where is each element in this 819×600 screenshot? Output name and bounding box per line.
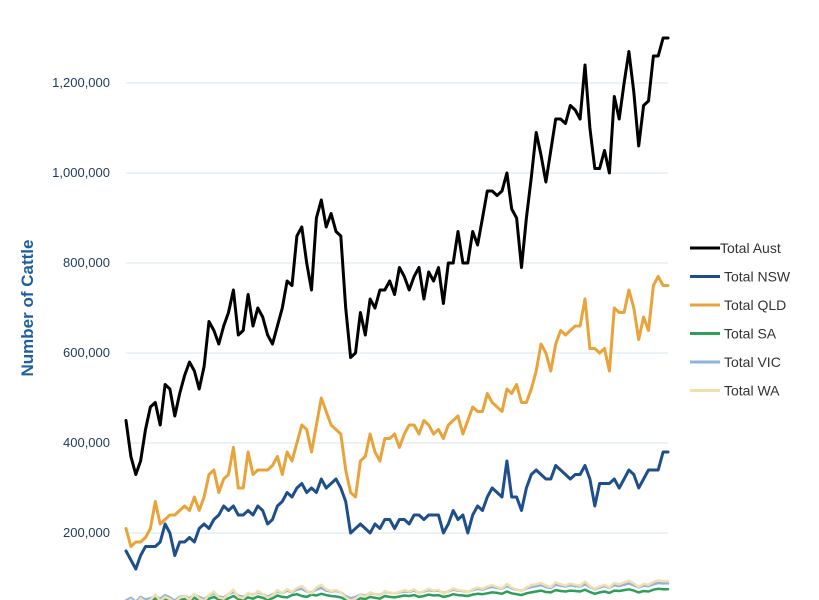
y-axis-label: Number of Cattle [18, 240, 37, 377]
series-line-total-wa [128, 579, 670, 600]
y-tick-label: 400,000 [63, 435, 110, 450]
legend-item: Total QLD [690, 297, 786, 313]
series-line-total-aust [124, 36, 670, 476]
legend-label: Total Aust [720, 240, 781, 256]
gridlines [126, 82, 668, 534]
y-axis-ticks: 200,000 400,000 600,000 800,000 1,000,000 1,2… [52, 75, 110, 540]
y-tick-label: 600,000 [63, 345, 110, 360]
y-tick-label: 1,200,000 [52, 75, 110, 90]
legend-label: Total WA [724, 383, 780, 399]
legend: Total Aust Total NSW Total QLD Total SA Tota… [690, 240, 791, 399]
y-tick-label: 1,000,000 [52, 165, 110, 180]
y-tick-label: 800,000 [63, 255, 110, 270]
legend-label: Total QLD [724, 297, 786, 313]
legend-item: Total Aust [690, 240, 781, 256]
legend-item: Total WA [690, 383, 780, 399]
legend-label: Total VIC [724, 354, 781, 370]
series-line-total-nsw [124, 450, 670, 571]
series-line-total-sa [139, 587, 670, 600]
legend-item: Total VIC [690, 354, 781, 370]
plot-area [124, 36, 670, 600]
legend-item: Total SA [690, 326, 777, 342]
legend-item: Total NSW [690, 269, 791, 285]
legend-label: Total SA [724, 326, 777, 342]
legend-label: Total NSW [724, 269, 791, 285]
series-line-total-qld [124, 275, 670, 548]
y-tick-label: 200,000 [63, 525, 110, 540]
